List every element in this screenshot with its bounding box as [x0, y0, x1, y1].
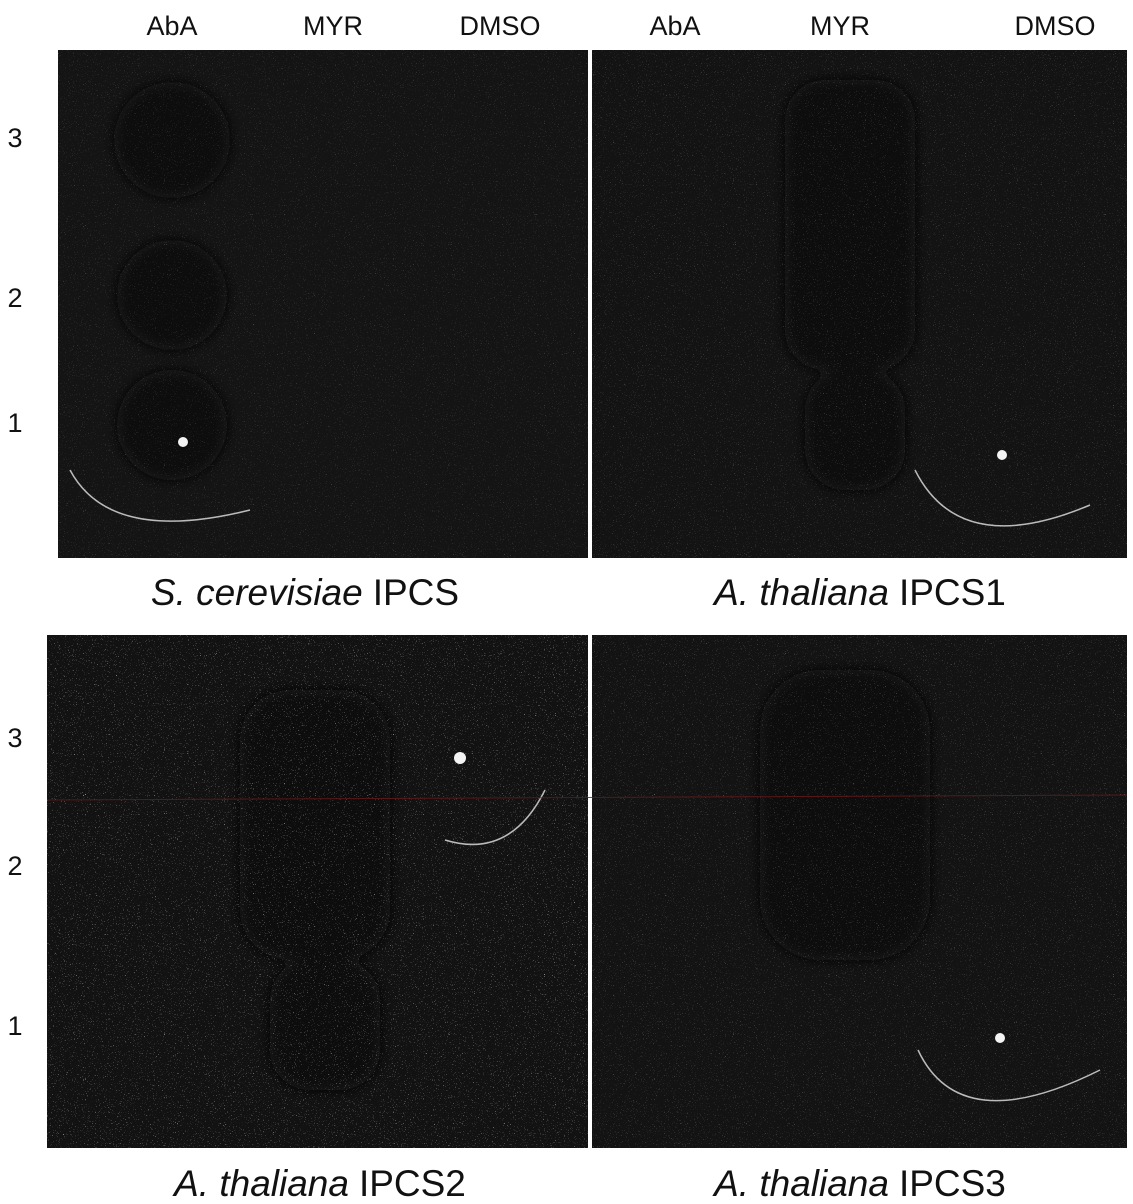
species-name: S. cerevisiae	[151, 572, 363, 613]
spot	[454, 752, 466, 764]
species-name: A. thaliana	[712, 572, 889, 613]
gene-name: IPCS	[373, 572, 459, 613]
column-label: MYR	[810, 11, 870, 41]
row-label: 1	[7, 408, 22, 438]
species-name: A. thaliana	[712, 1163, 889, 1204]
row-label: 2	[7, 851, 22, 881]
gene-name: IPCS2	[359, 1163, 466, 1204]
row-label: 1	[7, 1011, 22, 1041]
column-label: MYR	[303, 11, 363, 41]
species-name: A. thaliana	[172, 1163, 349, 1204]
spot	[995, 1033, 1005, 1043]
column-label: AbA	[649, 11, 700, 41]
spot	[178, 437, 188, 447]
column-label: DMSO	[460, 11, 541, 41]
figure: AbAMYRDMSOAbAMYRDMSO321321S. cerevisiaeI…	[0, 0, 1133, 1204]
row-label: 3	[7, 123, 22, 153]
spot	[997, 450, 1007, 460]
gene-name: IPCS1	[899, 572, 1006, 613]
row-label: 2	[7, 283, 22, 313]
row-label: 3	[7, 723, 22, 753]
column-label: DMSO	[1015, 11, 1096, 41]
gene-name: IPCS3	[899, 1163, 1006, 1204]
column-label: AbA	[146, 11, 197, 41]
